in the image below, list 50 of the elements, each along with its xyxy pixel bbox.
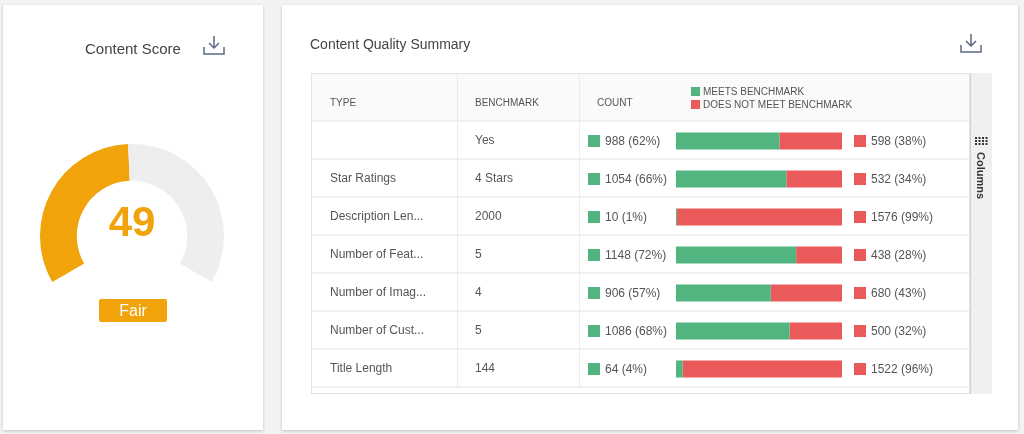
x-axis-title: COUNT xyxy=(597,97,633,109)
y-tick-label: Title Length xyxy=(330,361,393,375)
y2-tick-label: Yes xyxy=(475,133,495,147)
bar xyxy=(676,170,787,188)
bar xyxy=(676,322,790,340)
legend-label: MEETS BENCHMARK xyxy=(703,85,805,97)
bar xyxy=(676,246,797,264)
data-label: 1576 (99%) xyxy=(871,210,934,225)
y-tick-label: Star Ratings xyxy=(330,171,397,185)
y2-tick-label: 144 xyxy=(475,361,496,375)
bar xyxy=(796,246,842,264)
data-label: 680 (43%) xyxy=(871,286,927,301)
data-label: 1522 (96%) xyxy=(871,362,934,377)
text: Content Quality Summary xyxy=(310,35,471,53)
y2-tick-label: 5 xyxy=(475,247,482,261)
data-label: 1054 (66%) xyxy=(605,172,668,187)
data-label: 906 (57%) xyxy=(605,286,661,301)
legend-label: DOES NOT MEET BENCHMARK xyxy=(703,98,853,110)
y2-tick-label: 4 Stars xyxy=(475,171,514,185)
bar xyxy=(676,132,780,150)
bar xyxy=(676,284,771,302)
data-label: 500 (32%) xyxy=(871,324,927,339)
y2-axis-title: BENCHMARK xyxy=(475,97,539,109)
bar xyxy=(779,132,842,150)
badge: Fair xyxy=(99,299,167,322)
bar xyxy=(789,322,842,340)
data-label: 438 (28%) xyxy=(871,248,927,263)
bar xyxy=(770,284,842,302)
bar xyxy=(682,360,842,378)
y-tick-label: Number of Imag... xyxy=(330,285,427,299)
y2-tick-label: 5 xyxy=(475,323,482,337)
bar xyxy=(676,360,683,378)
y-axis-title: TYPE xyxy=(330,97,357,109)
y-tick-label: Description Len... xyxy=(330,209,424,223)
chart-title: Content Score xyxy=(85,40,181,58)
y2-tick-label: 2000 xyxy=(475,209,502,223)
bar xyxy=(786,170,842,188)
data-label: 10 (1%) xyxy=(605,210,648,225)
data-label: 1086 (68%) xyxy=(605,324,668,339)
y-tick-label: Number of Feat... xyxy=(330,247,424,261)
data-label: 988 (62%) xyxy=(605,134,661,149)
side-tab: Columns xyxy=(970,73,992,394)
y2-tick-label: 4 xyxy=(475,285,482,299)
data-label: 598 (38%) xyxy=(871,134,927,149)
bar xyxy=(677,208,842,226)
data-label: 1148 (72%) xyxy=(605,248,667,263)
data-label: 64 (4%) xyxy=(605,362,648,377)
data-label: 532 (34%) xyxy=(871,172,927,187)
y-tick-label: Number of Cust... xyxy=(330,323,425,337)
data-label: 49 xyxy=(108,197,156,245)
